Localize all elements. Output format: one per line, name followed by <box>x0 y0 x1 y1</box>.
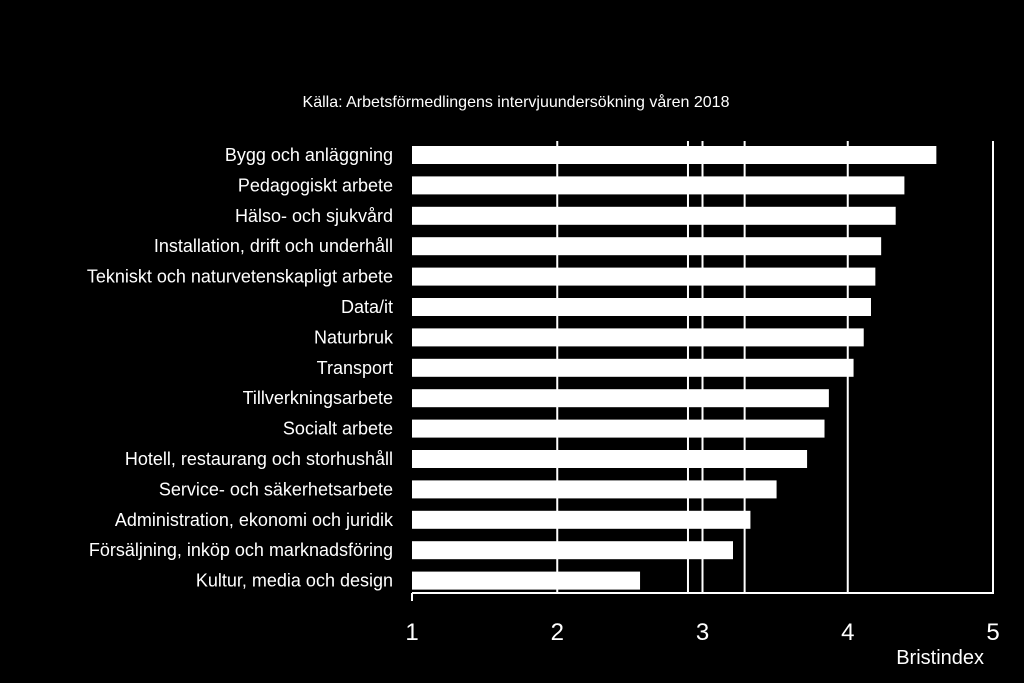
x-tick-label-4: 4 <box>841 619 854 646</box>
bar-2 <box>412 176 905 195</box>
category-label-10: Socialt arbete <box>283 419 393 439</box>
category-label-5: Tekniskt och naturvetenskapligt arbete <box>87 267 393 287</box>
category-label-8: Transport <box>317 358 393 378</box>
bar-1 <box>412 146 937 164</box>
bar-4 <box>412 237 882 256</box>
category-label-7: Naturbruk <box>314 327 394 347</box>
bar-10 <box>412 419 825 438</box>
category-label-15: Kultur, media och design <box>196 571 393 591</box>
x-tick-label-3: 3 <box>696 619 709 646</box>
bar-14 <box>412 541 734 560</box>
bar-3 <box>412 206 896 225</box>
bars <box>412 146 937 590</box>
x-axis-label: Bristindex <box>896 647 984 669</box>
bar-13 <box>412 510 751 529</box>
x-tick-label-1: 1 <box>405 619 418 646</box>
chart-subtitle: Källa: Arbetsförmedlingens intervjuunder… <box>303 93 730 111</box>
category-label-6: Data/it <box>341 297 393 317</box>
bar-5 <box>412 267 876 286</box>
bar-8 <box>412 358 854 377</box>
bar-6 <box>412 298 871 316</box>
category-label-14: Försäljning, inköp och marknadsföring <box>89 540 393 560</box>
category-label-3: Hälso- och sjukvård <box>235 206 393 226</box>
bar-7 <box>412 328 864 347</box>
x-tick-labels: 1 2 3 4 5 <box>405 619 999 646</box>
category-label-9: Tillverkningsarbete <box>243 388 393 408</box>
category-label-4: Installation, drift och underhåll <box>154 236 393 256</box>
category-label-11: Hotell, restaurang och storhushåll <box>125 449 393 469</box>
x-tick-label-2: 2 <box>551 619 564 646</box>
category-label-1: Bygg och anläggning <box>225 145 393 165</box>
category-labels: Bygg och anläggning Pedagogiskt arbete Häl… <box>87 145 394 591</box>
bar-15 <box>412 571 641 590</box>
x-tick-label-5: 5 <box>986 619 999 646</box>
bar-9 <box>412 389 829 408</box>
category-label-2: Pedagogiskt arbete <box>238 175 393 195</box>
bar-12 <box>412 480 777 499</box>
category-label-12: Service- och säkerhetsarbete <box>159 479 393 499</box>
bar-11 <box>412 450 808 468</box>
category-label-13: Administration, ekonomi och juridik <box>115 510 394 530</box>
